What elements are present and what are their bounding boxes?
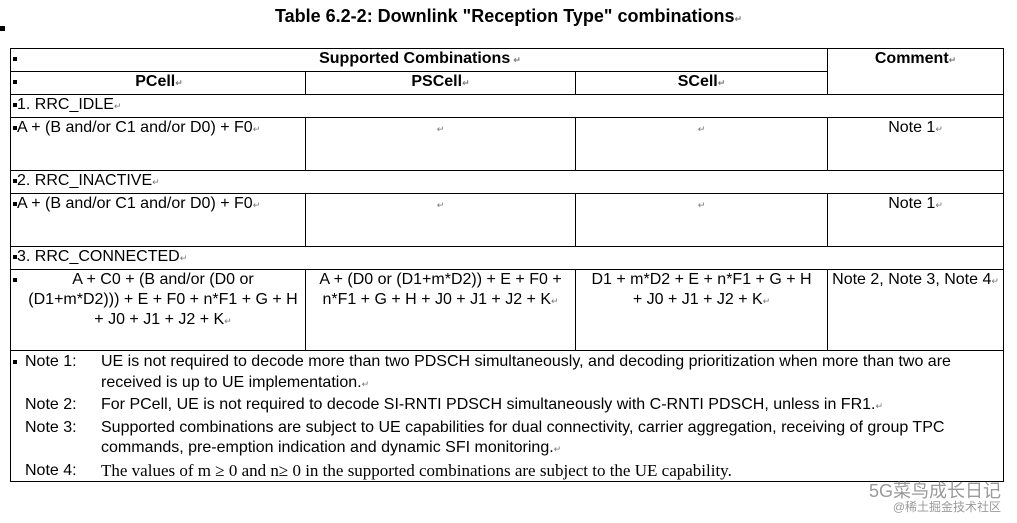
table-title-text: Table 6.2-2: Downlink "Reception Type" c… bbox=[274, 6, 735, 26]
notes-cell: Note 1: UE is not required to decode mor… bbox=[9, 350, 1005, 482]
row-marker-icon bbox=[13, 360, 17, 364]
row-marker-icon bbox=[13, 179, 17, 183]
table-row: A + (B and/or C1 and/or D0) + F0↵ ↵ ↵ No… bbox=[10, 117, 1005, 171]
section-label-row: 2. RRC_INACTIVE↵ bbox=[9, 170, 1005, 194]
pcell-cell: A + C0 + (B and/or (D0 or (D1+m*D2))) + … bbox=[10, 269, 306, 351]
section-label-row: 3. RRC_CONNECTED↵ bbox=[9, 246, 1005, 270]
pcell-cell: A + (B and/or C1 and/or D0) + F0↵ bbox=[10, 117, 306, 171]
pscell-cell: ↵ bbox=[305, 117, 576, 171]
row-marker-icon bbox=[13, 126, 17, 130]
note-3: Note 3: Supported combinations are subje… bbox=[25, 418, 945, 457]
combinations-table: Supported Combinations ↵ Comment↵ PCell↵… bbox=[9, 48, 1005, 482]
comment-cell: Note 1↵ bbox=[827, 117, 1005, 171]
pscell-header: PSCell↵ bbox=[305, 71, 576, 95]
note-2: Note 2: For PCell, UE is not required to… bbox=[25, 396, 884, 413]
scell-cell: ↵ bbox=[574, 117, 829, 171]
supported-combinations-header: Supported Combinations ↵ bbox=[9, 48, 829, 72]
paragraph-mark-icon: ↵ bbox=[734, 15, 742, 25]
pscell-cell: A + (D0 or (D1+m*D2)) + E + F0 + n*F1 + … bbox=[305, 269, 576, 351]
comment-cell: Note 1↵ bbox=[827, 193, 1005, 247]
table-title: Table 6.2-2: Downlink "Reception Type" c… bbox=[0, 6, 1017, 27]
scell-line: D1 + m*D2 + E + n*F1 + G + H bbox=[591, 271, 812, 288]
scell-cell: ↵ bbox=[574, 193, 829, 247]
section-label-connected: 3. RRC_CONNECTED↵ bbox=[9, 246, 1005, 270]
scell-cell: D1 + m*D2 + E + n*F1 + G + H + J0 + J1 +… bbox=[574, 269, 829, 351]
pcell-header: PCell↵ bbox=[10, 71, 306, 95]
row-marker-icon bbox=[13, 103, 17, 107]
scell-header: SCell↵ bbox=[574, 71, 829, 95]
comment-cell: Note 2, Note 3, Note 4↵ bbox=[827, 269, 1005, 351]
header-row-1: Supported Combinations ↵ Comment↵ bbox=[9, 48, 1005, 95]
row-marker-icon bbox=[13, 80, 17, 84]
table-row: A + C0 + (B and/or (D0 or (D1+m*D2))) + … bbox=[10, 269, 1005, 351]
anchor-mark-icon bbox=[0, 26, 5, 31]
note-1: Note 1: UE is not required to decode mor… bbox=[25, 353, 951, 391]
section-label-row: 1. RRC_IDLE↵ bbox=[9, 94, 1005, 118]
section-label-idle: 1. RRC_IDLE↵ bbox=[9, 94, 1005, 118]
watermark-subtext: @稀土掘金技术社区 bbox=[892, 500, 1001, 514]
row-marker-icon bbox=[13, 202, 17, 206]
pcell-cell: A + (B and/or C1 and/or D0) + F0↵ bbox=[10, 193, 306, 247]
comment-header: Comment↵ bbox=[827, 48, 1005, 95]
watermark-text: 5G菜鸟成长日记 bbox=[868, 481, 1001, 501]
row-marker-icon bbox=[13, 57, 17, 61]
note-4: Note 4: The values of m ≥ 0 and n≥ 0 in … bbox=[25, 460, 732, 480]
table-row: A + (B and/or C1 and/or D0) + F0↵ ↵ ↵ No… bbox=[10, 193, 1005, 247]
scell-line: + J0 + J1 + J2 + K↵ bbox=[632, 291, 771, 308]
section-label-inactive: 2. RRC_INACTIVE↵ bbox=[9, 170, 1005, 194]
row-marker-icon bbox=[13, 255, 17, 259]
pscell-cell: ↵ bbox=[305, 193, 576, 247]
row-marker-icon bbox=[13, 278, 17, 282]
notes-row: Note 1: UE is not required to decode mor… bbox=[9, 350, 1005, 482]
